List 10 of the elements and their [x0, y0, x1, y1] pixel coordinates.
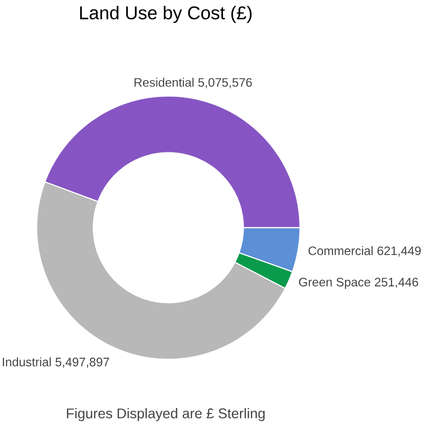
slice-label: Industrial	[2, 357, 51, 366]
data-label: 5,075,576	[198, 78, 252, 88]
data-label: 251,446	[374, 278, 418, 288]
text: Figures Displayed are £ Sterling	[66, 408, 265, 422]
chart-title: Land Use by Cost (£)	[80, 6, 252, 24]
data-label: 5,497,897	[56, 358, 110, 368]
slice-label: Commercial	[308, 246, 373, 256]
slice-label: Green Space	[298, 278, 370, 289]
data-label: 621,449	[378, 246, 421, 257]
slice-label: Residential	[134, 78, 194, 87]
